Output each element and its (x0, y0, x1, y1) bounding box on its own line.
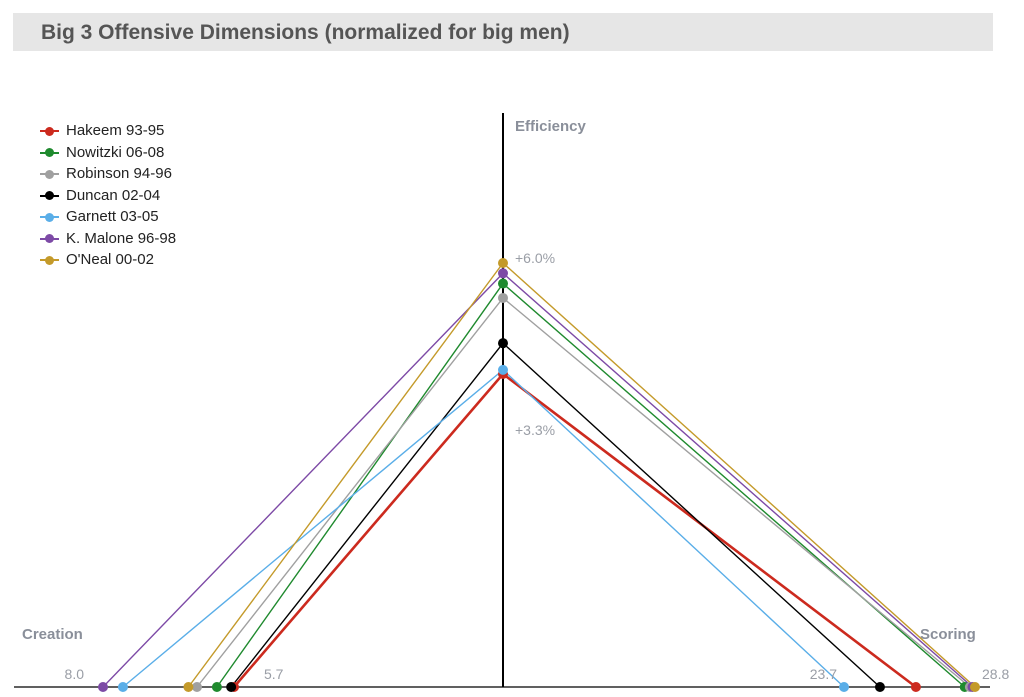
chart-title: Big 3 Offensive Dimensions (normalized f… (41, 21, 570, 44)
creation-tick-near: 5.7 (264, 666, 284, 682)
legend-swatch (40, 234, 59, 243)
title-bar: Big 3 Offensive Dimensions (normalized f… (13, 13, 993, 51)
legend-label: Hakeem 93-95 (66, 122, 165, 139)
legend-marker (45, 234, 54, 243)
legend-marker (45, 148, 54, 157)
efficiency-point (498, 268, 508, 279)
efficiency-tick-low: +3.3% (515, 422, 555, 438)
legend-label: O'Neal 00-02 (66, 251, 154, 268)
scoring-point (874, 682, 885, 692)
legend-swatch (40, 169, 59, 179)
creation-point (117, 682, 128, 692)
legend-marker (45, 126, 54, 136)
series-line (102, 272, 973, 688)
efficiency-tick-high: +6.0% (515, 250, 555, 266)
legend-label: K. Malone 96-98 (66, 229, 177, 247)
legend-label: Nowitzki 06-08 (66, 143, 165, 161)
creation-point (211, 682, 222, 692)
efficiency-point (498, 364, 508, 375)
creation-tick-far: 8.0 (65, 666, 85, 682)
series-line (187, 261, 976, 688)
scoring-point (910, 682, 921, 692)
legend-label: Duncan 02-04 (66, 186, 161, 204)
efficiency-point (498, 292, 508, 303)
series-line (233, 372, 917, 689)
legend-marker (45, 169, 54, 179)
creation-point (226, 682, 237, 692)
legend-swatch (40, 126, 59, 136)
legend-label: Robinson 94-96 (66, 165, 172, 182)
series-line (122, 368, 845, 688)
legend-swatch (40, 191, 59, 200)
series-line (196, 296, 971, 688)
scoring-point (839, 682, 849, 692)
creation-axis-label: Creation (22, 626, 83, 643)
scoring-tick-far: 28.8 (982, 666, 1009, 682)
efficiency-point (498, 338, 508, 349)
scoring-axis-label: Scoring (920, 626, 976, 643)
scoring-point (970, 682, 980, 692)
legend-swatch (40, 148, 59, 157)
legend-marker (45, 212, 54, 222)
efficiency-axis-label: Efficiency (515, 118, 587, 135)
legend-label: Garnett 03-05 (66, 208, 159, 225)
creation-point (183, 682, 194, 692)
efficiency-point (498, 278, 508, 289)
legend-marker (45, 255, 54, 265)
series-line (216, 282, 966, 688)
legend-marker (45, 191, 54, 200)
scoring-tick-near: 23.7 (810, 666, 837, 682)
creation-point (98, 682, 108, 692)
legend-swatch (40, 212, 59, 222)
creation-point (191, 682, 202, 692)
efficiency-point (498, 258, 508, 268)
legend-swatch (40, 255, 59, 265)
